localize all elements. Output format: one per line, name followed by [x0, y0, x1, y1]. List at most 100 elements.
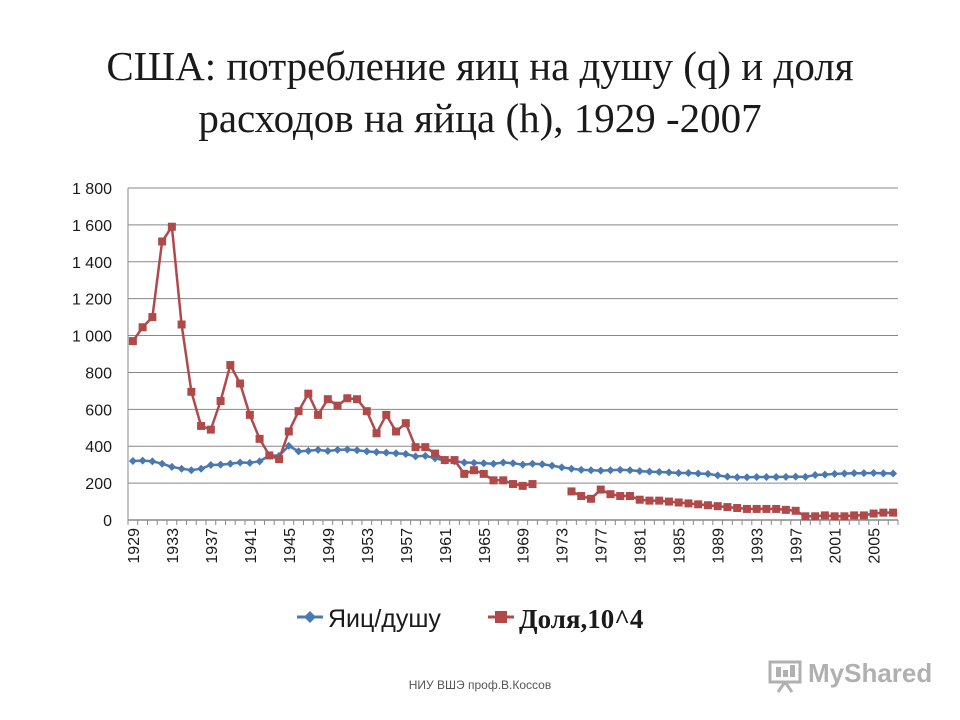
x-tick-label: 1941: [243, 528, 260, 564]
data-point: [811, 512, 820, 521]
y-axis-tick-labels: 0 200 400 600 800 1 000 1 200 1 400 1 600 1 800: [72, 181, 112, 530]
x-tick-label: 1965: [477, 528, 494, 564]
data-point: [333, 401, 342, 410]
data-point: [460, 469, 469, 478]
data-point: [703, 469, 712, 478]
data-point: [635, 467, 644, 476]
data-point: [167, 462, 176, 471]
data-point: [742, 473, 751, 482]
data-point: [314, 410, 323, 419]
data-point: [343, 394, 352, 403]
data-point: [547, 461, 556, 470]
data-point: [616, 465, 625, 474]
data-point: [343, 445, 352, 454]
data-point: [323, 395, 332, 404]
myshared-logo: MyShared: [766, 656, 936, 696]
data-point: [206, 461, 215, 470]
data-point: [645, 467, 654, 476]
data-point: [382, 448, 391, 457]
data-point: [879, 469, 888, 478]
data-point: [362, 407, 371, 416]
data-point: [889, 508, 898, 517]
x-tick-label: 1945: [282, 528, 299, 564]
data-point: [518, 460, 527, 469]
data-point: [265, 451, 274, 460]
data-point: [177, 320, 186, 329]
data-point: [577, 465, 586, 474]
series-h: [128, 222, 898, 521]
data-point: [752, 504, 761, 513]
x-tick-label: 1957: [399, 528, 416, 564]
data-point: [840, 512, 849, 521]
data-point: [723, 472, 732, 481]
legend: Яиц/душу Доля,10^4: [297, 604, 643, 634]
data-point: [499, 458, 508, 467]
data-point: [167, 222, 176, 231]
data-point: [586, 494, 595, 503]
data-point: [762, 473, 771, 482]
series-line: [570, 488, 894, 518]
data-point: [840, 469, 849, 478]
data-point: [323, 447, 332, 456]
data-point: [801, 512, 810, 521]
y-tick-label: 1 200: [72, 292, 112, 309]
data-point: [294, 447, 303, 456]
y-tick-label: 400: [85, 439, 112, 456]
x-tick-label: 1977: [594, 528, 611, 564]
data-point: [606, 466, 615, 475]
data-point: [362, 447, 371, 456]
data-point: [850, 469, 859, 478]
data-point: [138, 456, 147, 465]
legend-label-q: Яиц/душу: [328, 605, 441, 633]
data-point: [392, 427, 401, 436]
data-point: [625, 466, 634, 475]
data-point: [694, 469, 703, 478]
x-tick-label: 1929: [126, 528, 143, 564]
data-point: [372, 448, 381, 457]
data-point: [869, 509, 878, 518]
data-point: [489, 459, 498, 468]
data-point: [889, 469, 898, 478]
data-point: [625, 492, 634, 501]
data-point: [411, 443, 420, 452]
data-point: [479, 469, 488, 478]
data-point: [236, 458, 245, 467]
title-line-1: США: потребление яиц на душу (q) и доля: [106, 43, 854, 89]
data-point: [372, 429, 381, 438]
y-tick-label: 800: [85, 365, 112, 382]
data-point: [275, 455, 284, 464]
data-point: [489, 476, 498, 485]
data-point: [431, 449, 440, 458]
data-point: [314, 445, 323, 454]
data-point: [421, 443, 430, 452]
data-point: [567, 464, 576, 473]
data-point: [674, 498, 683, 507]
data-point: [772, 504, 781, 513]
data-point: [859, 469, 868, 478]
data-point: [255, 457, 264, 466]
x-tick-label: 1949: [321, 528, 338, 564]
x-axis-tick-labels: 1929 1933 1937 1941 1945 1949 1953 1957 1961 1965…: [126, 528, 884, 564]
data-point: [509, 459, 517, 468]
data-point: [596, 466, 605, 475]
data-point: [284, 427, 293, 436]
data-point: [684, 468, 693, 477]
y-tick-label: 0: [103, 513, 112, 530]
slide-title: США: потребление яиц на душу (q) и доля …: [40, 40, 920, 144]
data-point: [703, 501, 712, 510]
x-tick-label: 1989: [711, 528, 728, 564]
data-point: [353, 446, 362, 455]
data-point: [557, 463, 566, 472]
data-point: [606, 490, 615, 499]
data-point: [226, 361, 235, 370]
series-line: [131, 225, 533, 488]
data-point: [538, 460, 547, 469]
presentation-icon: [768, 660, 802, 693]
logo-text: MyShared: [808, 658, 933, 688]
legend-marker-q: [304, 611, 316, 623]
x-tick-label: 1937: [204, 528, 221, 564]
data-point: [226, 459, 235, 468]
data-point: [586, 466, 595, 475]
data-point: [811, 470, 820, 479]
